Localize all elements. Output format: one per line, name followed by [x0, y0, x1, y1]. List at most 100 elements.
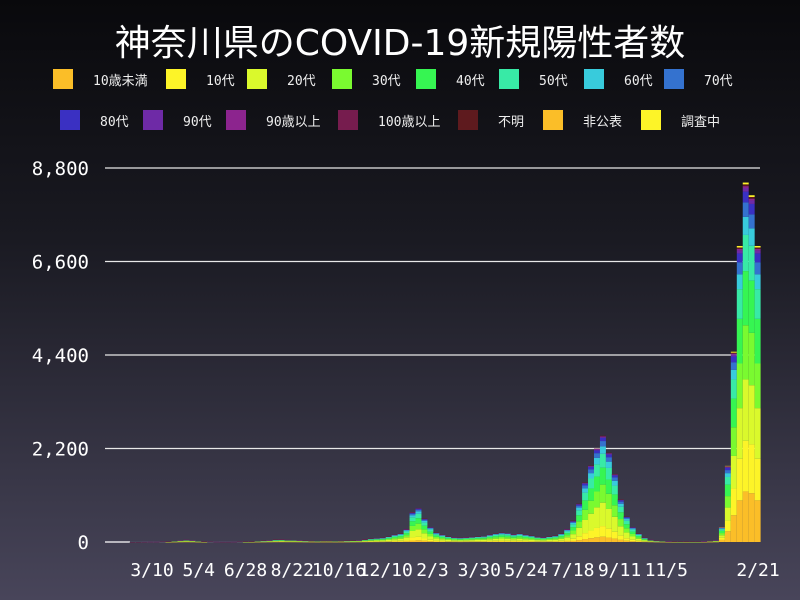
bar-segment	[742, 186, 749, 188]
bar-segment	[439, 536, 446, 539]
bar-segment	[522, 538, 529, 540]
bar-segment	[742, 234, 749, 272]
bar-segment	[475, 538, 481, 540]
bar-segment	[409, 513, 416, 516]
bar-segment	[427, 541, 434, 542]
bar-segment	[730, 353, 737, 355]
bar-segment	[552, 536, 559, 538]
bar-segment	[463, 538, 470, 539]
bar-segment	[718, 535, 725, 538]
bar-segment	[748, 198, 755, 201]
bar-segment	[576, 527, 583, 537]
bar-segment	[552, 539, 559, 542]
legend-item: 70代	[664, 69, 733, 89]
bar-segment	[611, 538, 618, 542]
bar-segment	[504, 535, 511, 538]
bar-segment	[564, 530, 571, 532]
bar-segment	[480, 537, 487, 539]
bar-segment	[736, 289, 743, 319]
bar-segment	[385, 541, 392, 542]
bar-segment	[611, 480, 618, 486]
legend-label: 非公表	[583, 114, 623, 130]
bar-segment	[588, 488, 594, 501]
legend-label: 70代	[704, 73, 733, 89]
bar-segment	[605, 454, 612, 458]
bar-segment	[403, 540, 410, 542]
bar-segment	[415, 508, 422, 510]
bar-segment	[641, 539, 648, 541]
legend-label: 不明	[498, 114, 525, 130]
bar-segment	[373, 539, 380, 541]
bar-segment	[278, 541, 285, 542]
bar-segment	[469, 539, 475, 541]
bar-segment	[427, 536, 434, 540]
bar-segment	[629, 533, 636, 537]
bar-segment	[754, 458, 761, 501]
legend-label: 30代	[372, 73, 401, 89]
bar-segment	[742, 440, 749, 492]
bar-segment	[451, 539, 458, 541]
bar-segment	[397, 534, 404, 535]
bar-segment	[504, 533, 511, 535]
legend-item: 50代	[499, 69, 568, 89]
bar-segment	[635, 534, 642, 537]
bar-segment	[748, 203, 755, 215]
bar-segment	[605, 453, 612, 455]
bar-segment	[564, 541, 571, 542]
legend-swatch	[166, 69, 186, 89]
bar-segment	[730, 351, 737, 353]
bar-segment	[486, 540, 493, 542]
bar-segment	[588, 513, 594, 531]
bar-segment	[623, 517, 630, 520]
bar-segment	[588, 478, 594, 489]
bar-segment	[594, 476, 600, 492]
bar-segment	[599, 436, 606, 437]
bar-segment	[409, 530, 416, 538]
bar-segment	[391, 540, 398, 542]
bar-segment	[730, 455, 737, 489]
legend-item: 80代	[60, 110, 129, 130]
bar-segment	[599, 446, 606, 454]
bar-segment	[730, 356, 737, 363]
bar-segment	[433, 534, 440, 536]
legend-label: 20代	[287, 73, 316, 89]
legend-swatch	[458, 110, 478, 130]
bar-segment	[510, 539, 517, 541]
bar-segment	[742, 325, 749, 380]
bar-segment	[748, 385, 755, 445]
bar-segment	[403, 535, 410, 538]
bar-segment	[433, 536, 440, 539]
bar-segment	[504, 540, 511, 542]
bar-segment	[480, 541, 487, 542]
bar-segment	[522, 536, 529, 539]
bar-segment	[421, 522, 428, 526]
legend-swatch	[584, 69, 604, 89]
bar-segment	[582, 488, 589, 493]
bar-segment	[475, 539, 481, 540]
bar-segment	[415, 511, 422, 514]
bar-segment	[594, 453, 600, 458]
bar-segment	[629, 527, 636, 529]
x-tick-label: 10/16	[312, 560, 366, 581]
bar-segment	[498, 535, 505, 537]
bar-segment	[742, 202, 749, 217]
bar-segment	[463, 539, 470, 541]
bar-segment	[629, 536, 636, 540]
bar-segment	[742, 184, 749, 186]
bar-segment	[510, 535, 517, 537]
bar-segment	[724, 467, 731, 468]
bar-segment	[754, 408, 761, 459]
bar-segment	[480, 538, 487, 540]
bar-segment	[623, 528, 630, 533]
bar-segment	[564, 531, 571, 534]
bar-segment	[552, 537, 559, 539]
legend-item: 30代	[332, 69, 401, 89]
bar-segment	[635, 540, 642, 542]
bar-segment	[605, 479, 612, 494]
bar-segment	[718, 529, 725, 531]
bar-segment	[748, 332, 755, 386]
bar-segment	[718, 530, 725, 534]
bar-segment	[742, 491, 749, 542]
bar-segment	[540, 538, 547, 540]
bar-segment	[736, 408, 743, 459]
